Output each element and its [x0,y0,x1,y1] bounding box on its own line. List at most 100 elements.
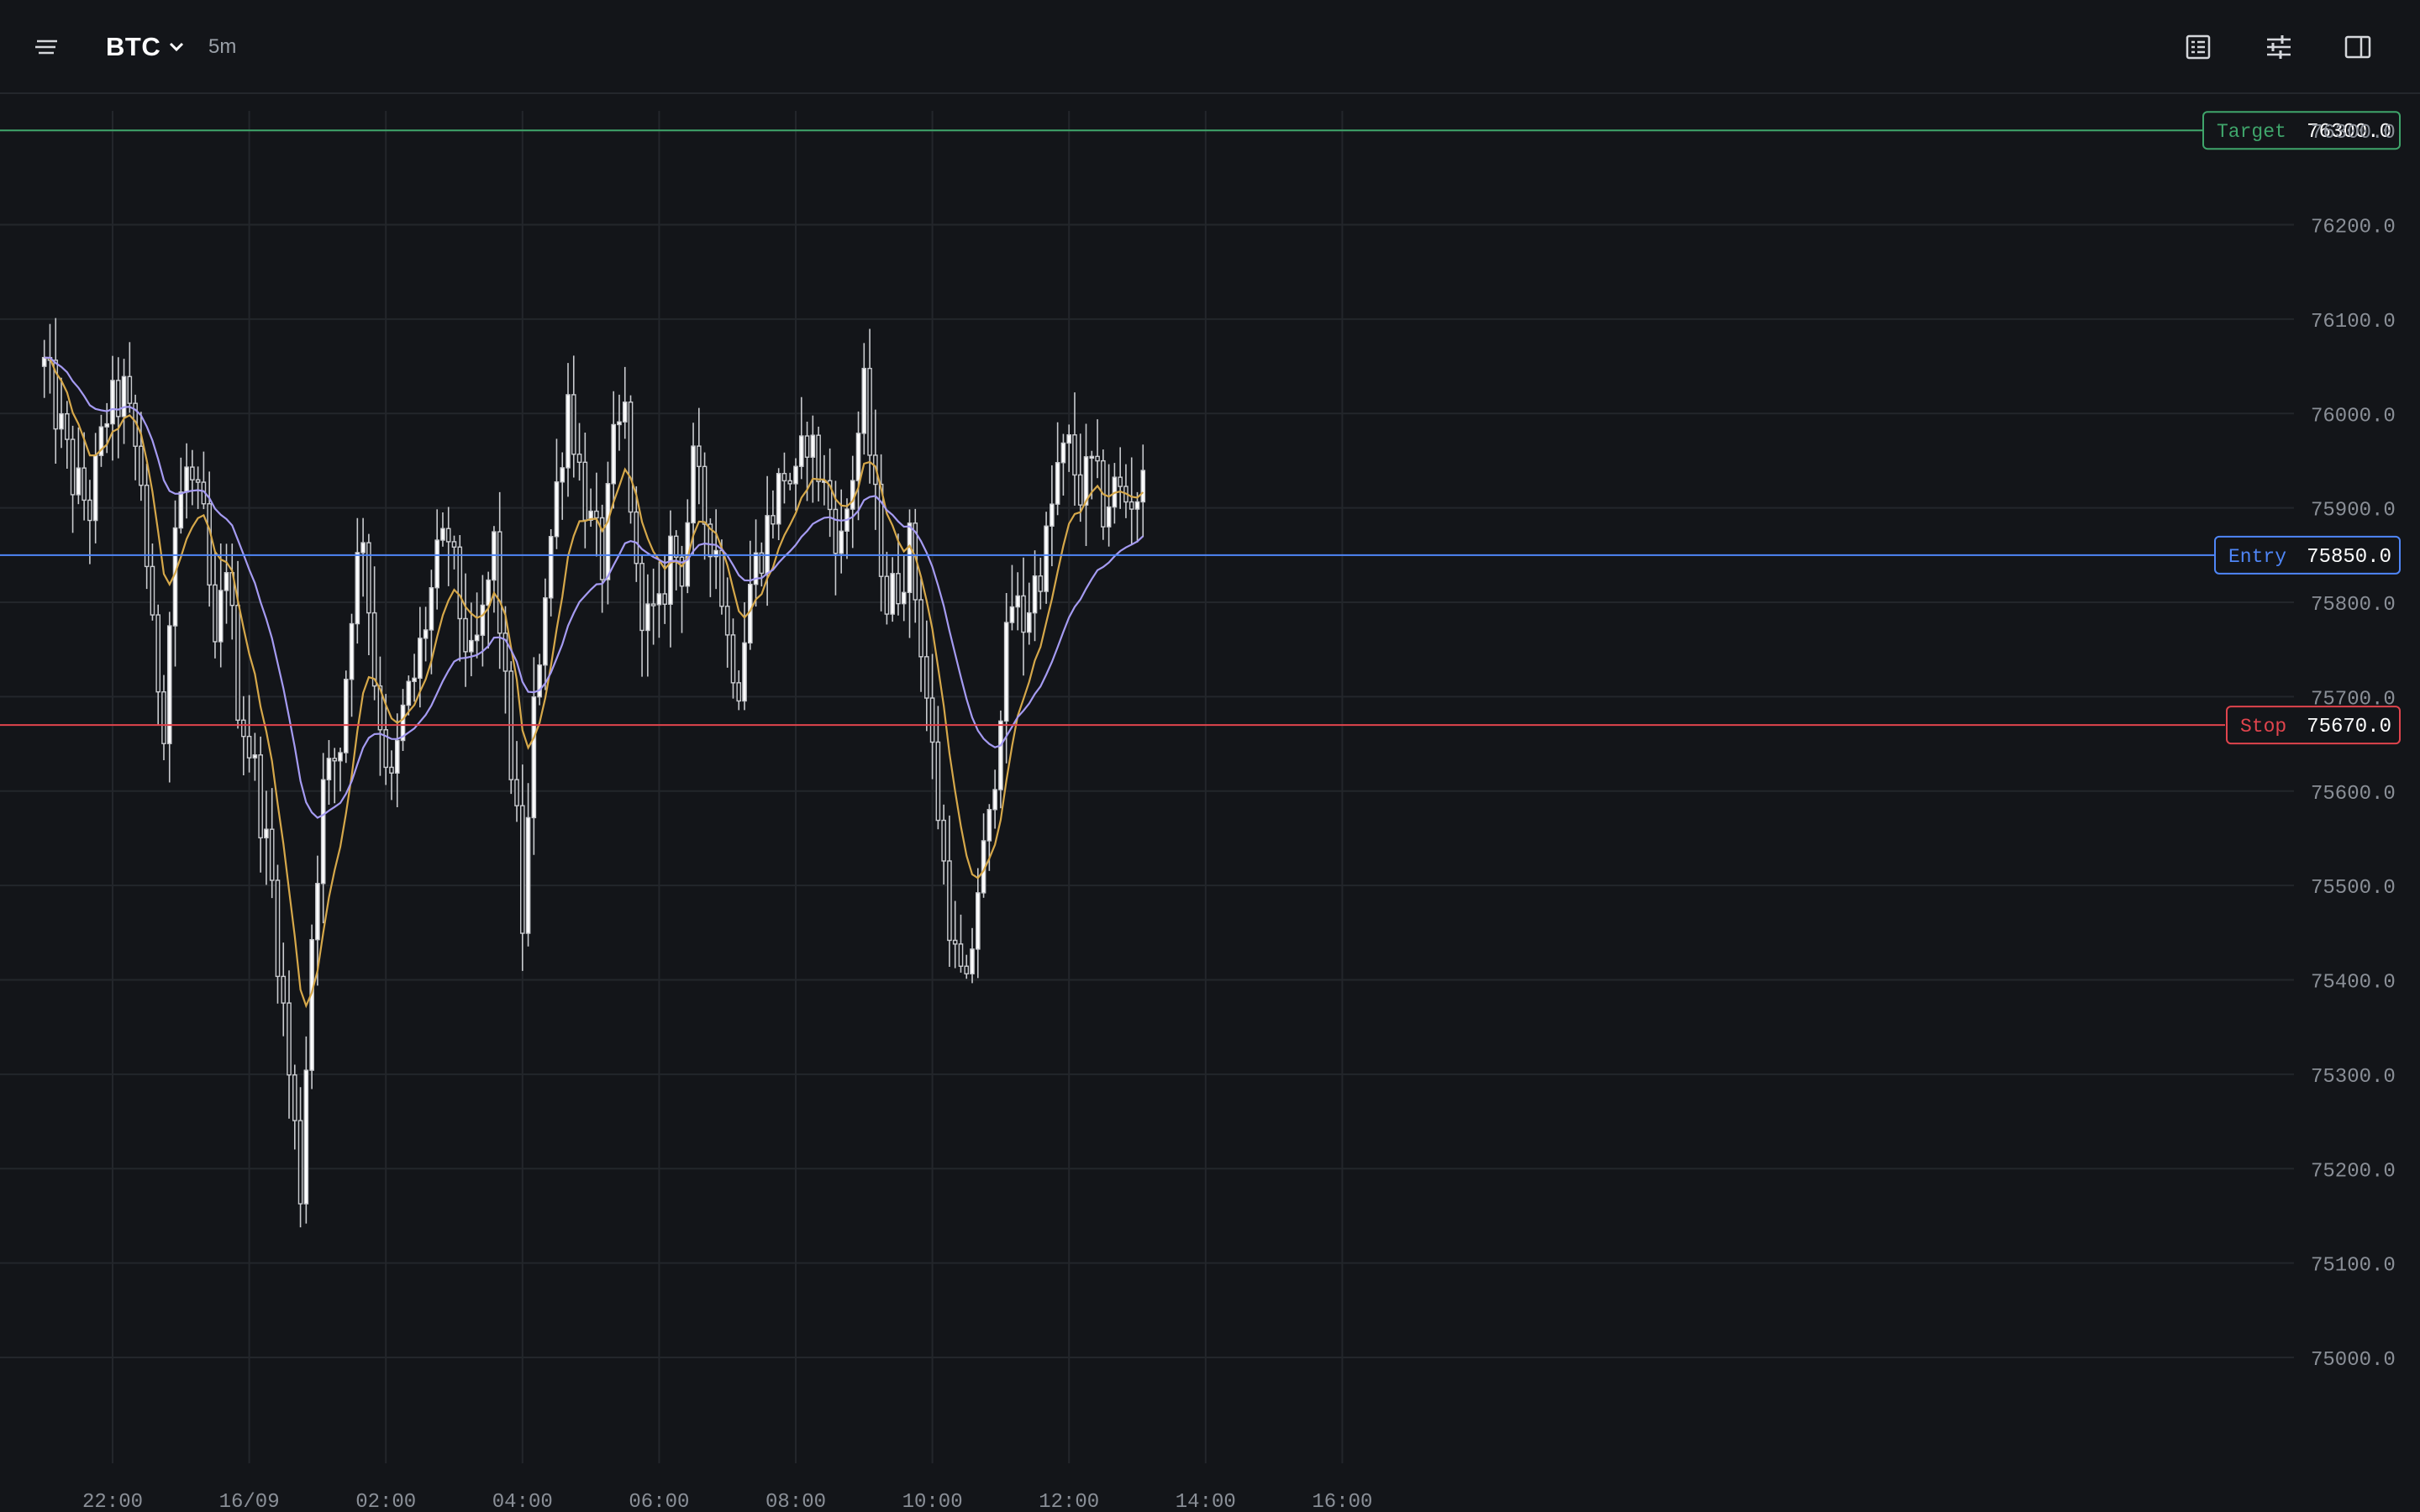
candle [383,694,389,785]
candle [355,517,360,644]
candle [560,452,566,520]
candle [724,577,730,668]
price-line-label-entry[interactable]: Entry 75850.0 [2214,535,2401,575]
candle [878,454,884,612]
candle [1077,433,1083,522]
candle [389,750,394,801]
price-line-name: Target [2217,121,2286,143]
candle [463,573,468,687]
candle [492,526,497,613]
candle [1050,465,1055,567]
candle [599,504,605,613]
candle [434,509,439,610]
candle [201,451,207,510]
candle [412,654,417,702]
candle [474,592,480,659]
candle [190,449,195,506]
x-tick-label: 12:00 [1039,1491,1099,1512]
menu-button[interactable] [30,32,64,62]
candle [781,452,787,504]
candle [451,535,457,570]
candle [338,748,343,792]
candle [617,394,622,451]
candle [519,764,525,971]
candle [70,425,76,533]
candle [827,448,833,538]
candle [964,954,970,979]
x-axis: 22:00 16/09 02:00 04:00 06:00 08:00 10:00 12:00… [82,1491,1372,1512]
candle [1038,557,1044,610]
candle [1015,572,1021,631]
chart-grid [0,111,2294,1463]
candle [406,675,412,716]
candle [753,519,759,607]
symbol-selector[interactable]: BTC [106,27,186,67]
candle [366,533,371,656]
candle [281,942,287,1037]
x-tick-label: 06:00 [629,1491,689,1512]
candle [730,618,736,699]
candle [218,543,224,668]
order-book-button[interactable] [2181,30,2215,64]
candle [901,555,907,622]
candle [224,543,229,624]
price-chart[interactable]: Target 76300.0 Entry 75850.0 Stop 75670.0 750… [0,94,2420,1512]
candle [303,1036,309,1224]
candle [611,391,617,509]
candle [650,568,656,645]
ema-slow-line [44,356,1144,819]
x-tick-label: 16:00 [1312,1491,1372,1512]
candle [947,815,952,967]
candle [502,606,508,714]
candle [639,554,644,677]
candle [697,407,702,505]
price-line-value: 76300.0 [2307,121,2391,144]
candle [668,510,673,648]
candle [1044,512,1049,604]
candle [486,571,491,649]
x-tick-label: 02:00 [355,1491,416,1512]
candle [241,696,246,775]
y-tick-label: 75800.0 [2311,594,2396,617]
candle [87,480,92,564]
candle [1060,433,1066,496]
candle [691,423,696,554]
candles [41,318,1146,1228]
candle [246,695,252,773]
candle [1072,392,1077,506]
candle [297,1087,303,1228]
candle [924,620,929,732]
candle [861,343,867,455]
y-tick-label: 76100.0 [2311,311,2396,333]
candle [531,657,537,855]
candle [423,606,429,662]
price-line-label-stop[interactable]: Stop 75670.0 [2226,706,2401,745]
chevron-down-icon [170,42,184,52]
candle [787,472,793,491]
toolbar: BTC 5m [0,0,2420,94]
candle [497,491,502,669]
candle [1128,457,1134,545]
interval-selector[interactable]: 5m [208,35,237,58]
candle [742,602,747,711]
candle [275,864,281,1004]
y-tick-label: 76000.0 [2311,405,2396,428]
candle [178,457,184,534]
x-tick-label: 04:00 [492,1491,553,1512]
candle [332,748,338,804]
candle [1106,464,1112,547]
candle [326,740,332,806]
candle [92,433,98,543]
price-line-label-target[interactable]: Target 76300.0 [2202,111,2401,150]
settings-button[interactable] [2262,30,2296,64]
candle [127,342,133,413]
sidebar-panel-icon [2344,35,2371,59]
candle [1095,419,1100,479]
candle [320,753,326,924]
sidebar-toggle-button[interactable] [2341,30,2375,64]
candle [349,613,355,717]
candle [213,551,218,659]
candle [121,359,127,444]
y-axis: 75000.0 75100.0 75200.0 75300.0 75400.0 75500… [2311,122,2396,1372]
y-tick-label: 75300.0 [2311,1066,2396,1089]
